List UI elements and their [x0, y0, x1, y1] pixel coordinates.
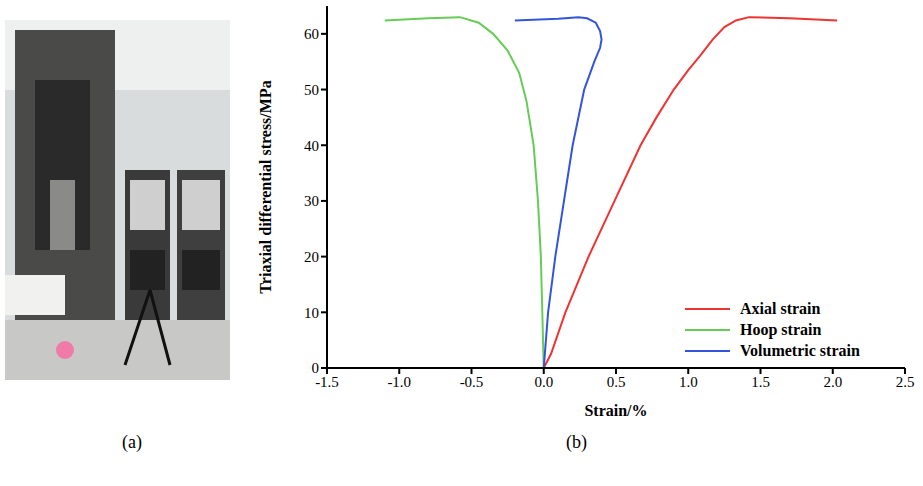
svg-text:Strain/%: Strain/% [584, 402, 647, 419]
html-text:(a): (a) [122, 432, 142, 452]
svg-text:Triaxial differential stress/M: Triaxial differential stress/MPa [257, 80, 274, 293]
svg-text:10: 10 [304, 305, 319, 321]
svg-text:30: 30 [304, 193, 319, 209]
svg-text:1.0: 1.0 [679, 374, 698, 390]
html-text:Volumetric strain: Volumetric strain [740, 341, 860, 359]
html-text:(b): (b) [566, 432, 587, 452]
svg-text:2.5: 2.5 [896, 374, 915, 390]
svg-text:-1.0: -1.0 [387, 374, 411, 390]
svg-text:-0.5: -0.5 [460, 374, 484, 390]
svg-text:0.5: 0.5 [607, 374, 626, 390]
svg-text:-1.5: -1.5 [315, 373, 339, 390]
html-text:Axial strain: Axial strain [740, 299, 821, 317]
svg-text:20: 20 [304, 249, 319, 265]
svg-text:40: 40 [304, 138, 319, 154]
svg-text:60: 60 [304, 26, 319, 42]
svg-text:0.0: 0.0 [534, 374, 553, 390]
svg-text:1.5: 1.5 [751, 374, 770, 390]
html-text:Hoop strain: Hoop strain [740, 320, 822, 338]
svg-text:2.0: 2.0 [823, 374, 842, 390]
svg-text:50: 50 [304, 82, 319, 98]
svg-text:0: 0 [312, 360, 320, 376]
